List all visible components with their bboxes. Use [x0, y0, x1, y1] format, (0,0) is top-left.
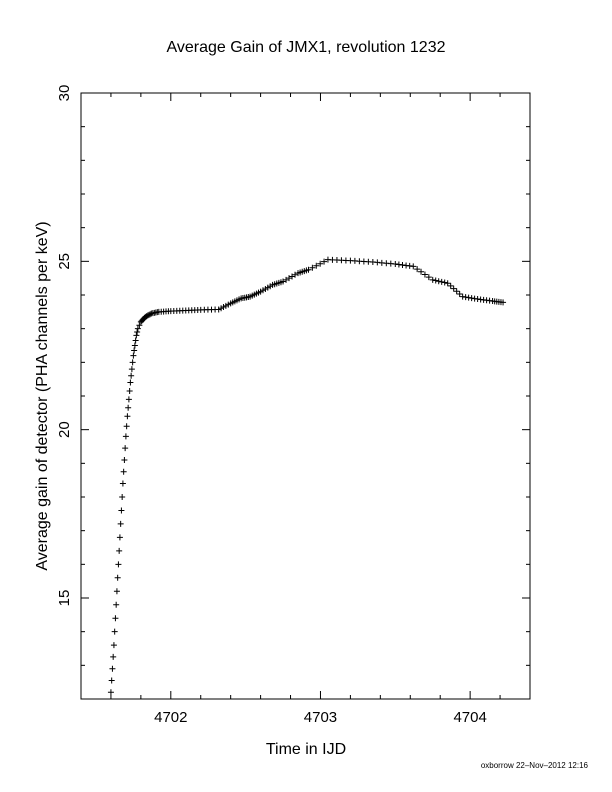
data-point [117, 520, 124, 527]
x-axis-label: Time in IJD [266, 741, 346, 758]
data-point [418, 268, 425, 275]
data-point [321, 258, 328, 265]
data-series [107, 256, 507, 696]
data-point [450, 285, 457, 292]
data-point [129, 359, 136, 366]
plot-frame [80, 92, 531, 700]
data-point [119, 494, 126, 500]
data-point [118, 507, 125, 514]
data-point [134, 329, 141, 336]
data-point [112, 615, 119, 622]
data-point [126, 387, 133, 394]
data-point [136, 322, 143, 329]
data-point [108, 677, 115, 684]
data-point [456, 290, 463, 297]
chart-title: Average Gain of JMX1, revolution 1232 [167, 39, 446, 56]
data-point [110, 653, 117, 660]
data-point [128, 372, 135, 379]
y-axis-label: Average gain of detector (PHA channels p… [34, 221, 51, 570]
data-point [124, 413, 131, 420]
data-point [114, 574, 121, 581]
data-point [435, 278, 442, 285]
data-point [116, 534, 123, 541]
data-point [116, 547, 123, 554]
data-point [128, 366, 135, 373]
data-point [111, 628, 118, 635]
data-point [130, 352, 137, 359]
data-point [110, 642, 117, 649]
x-tick-label: 4703 [304, 709, 337, 726]
data-point [317, 260, 324, 267]
data-point [453, 288, 460, 295]
y-tick-label: 15 [56, 590, 73, 607]
data-point [133, 332, 140, 339]
data-point [414, 266, 421, 273]
data-point [131, 342, 138, 349]
y-tick-label: 25 [56, 253, 73, 270]
data-point [119, 480, 126, 487]
data-point [125, 404, 132, 411]
data-point [113, 601, 120, 608]
data-point [410, 263, 417, 270]
y-tick-label: 30 [56, 85, 73, 102]
data-point [120, 468, 127, 475]
data-point [444, 280, 451, 287]
data-point [429, 276, 436, 283]
data-point [113, 588, 120, 595]
x-axis: 4702 4703 4704 [80, 93, 531, 726]
x-tick-label: 4702 [154, 709, 187, 726]
data-point [132, 337, 139, 344]
data-point [109, 665, 116, 672]
data-point [121, 456, 128, 463]
data-point [127, 379, 134, 386]
data-point [313, 262, 320, 269]
x-tick-label: 4704 [453, 709, 486, 726]
y-axis: 15 20 25 30 [56, 85, 530, 700]
data-point [309, 264, 316, 271]
data-point [125, 396, 132, 403]
data-point [131, 347, 138, 354]
data-point [500, 299, 507, 306]
data-point [447, 282, 454, 289]
footer-credit: oxborrow 22–Nov–2012 12:16 [481, 761, 589, 770]
data-point [425, 274, 432, 281]
data-point [115, 561, 122, 568]
data-point [432, 277, 439, 284]
data-point [441, 279, 448, 286]
data-point [134, 325, 141, 332]
data-point [122, 445, 129, 452]
data-point [107, 689, 114, 696]
data-point [421, 271, 428, 278]
data-point [122, 433, 129, 440]
y-tick-label: 20 [56, 421, 73, 438]
data-point [438, 278, 445, 285]
data-point [147, 311, 154, 318]
data-point [123, 423, 130, 430]
data-point [305, 266, 312, 273]
